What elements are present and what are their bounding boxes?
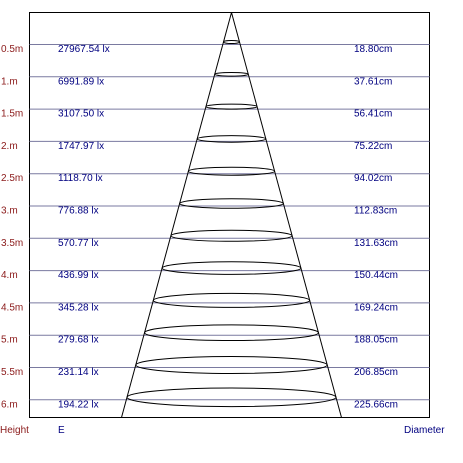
diagram-frame bbox=[29, 12, 430, 418]
row-illuminance-label: 1118.70 lx bbox=[58, 173, 103, 184]
row-height-label: 4.m bbox=[1, 270, 18, 281]
row-height-label: 0.5m bbox=[1, 44, 23, 55]
row-height-label: 1.5m bbox=[1, 109, 23, 120]
beam-ellipses bbox=[126, 40, 337, 408]
row-height-label: 2.5m bbox=[1, 173, 23, 184]
row-height-label: 5.m bbox=[1, 335, 18, 346]
row-height-label: 5.5m bbox=[1, 367, 23, 378]
cone-left-edge bbox=[121, 12, 232, 418]
row-diameter-label: 75.22cm bbox=[354, 141, 392, 152]
row-illuminance-label: 436.99 lx bbox=[58, 270, 99, 281]
footer-diameter-label: Diameter bbox=[404, 425, 445, 436]
row-illuminance-label: 194.22 lx bbox=[58, 399, 99, 410]
beam-ellipse bbox=[179, 198, 284, 209]
row-height-label: 3.m bbox=[1, 206, 18, 217]
row-height-label: 3.5m bbox=[1, 238, 23, 249]
row-illuminance-label: 1747.97 lx bbox=[58, 141, 104, 152]
row-height-label: 1.m bbox=[1, 76, 18, 87]
row-height-label: 2.m bbox=[1, 141, 18, 152]
row-diameter-label: 94.02cm bbox=[354, 173, 392, 184]
row-diameter-label: 225.66cm bbox=[354, 399, 398, 410]
beam-ellipse bbox=[152, 292, 311, 308]
row-illuminance-label: 776.88 lx bbox=[58, 206, 99, 217]
row-illuminance-label: 3107.50 lx bbox=[58, 109, 104, 120]
row-illuminance-label: 27967.54 lx bbox=[58, 44, 110, 55]
row-illuminance-label: 570.77 lx bbox=[58, 238, 99, 249]
row-diameter-label: 150.44cm bbox=[354, 270, 398, 281]
beam-ellipse bbox=[126, 387, 337, 408]
footer-e-label: E bbox=[58, 425, 65, 436]
row-height-label: 4.5m bbox=[1, 302, 23, 313]
row-diameter-label: 37.61cm bbox=[354, 76, 392, 87]
beam-ellipse bbox=[223, 40, 240, 44]
footer-height-label: Height bbox=[0, 425, 29, 436]
beam-ellipse bbox=[144, 324, 319, 342]
beam-ellipse bbox=[161, 261, 302, 275]
cone-right-edge bbox=[231, 12, 342, 418]
row-illuminance-label: 6991.89 lx bbox=[58, 76, 104, 87]
row-diameter-label: 56.41cm bbox=[354, 109, 392, 120]
row-diameter-label: 112.83cm bbox=[354, 206, 397, 217]
row-diameter-label: 169.24cm bbox=[354, 302, 398, 313]
row-diameter-label: 131.63cm bbox=[354, 238, 398, 249]
beam-ellipse bbox=[135, 356, 328, 374]
row-illuminance-label: 231.14 lx bbox=[58, 367, 99, 378]
row-group: 0.5m 27967.54 lx 18.80cm 1.m 6991.89 lx 37.61… bbox=[1, 44, 430, 410]
row-height-label: 6.m bbox=[1, 399, 18, 410]
row-illuminance-label: 279.68 lx bbox=[58, 335, 99, 346]
row-illuminance-label: 345.28 lx bbox=[58, 302, 99, 313]
beam-ellipse bbox=[170, 229, 293, 242]
row-diameter-label: 18.80cm bbox=[354, 44, 392, 55]
row-diameter-label: 206.85cm bbox=[354, 367, 398, 378]
beam-ellipse bbox=[214, 72, 249, 77]
row-diameter-label: 188.05cm bbox=[354, 335, 398, 346]
beam-ellipse bbox=[205, 103, 258, 110]
